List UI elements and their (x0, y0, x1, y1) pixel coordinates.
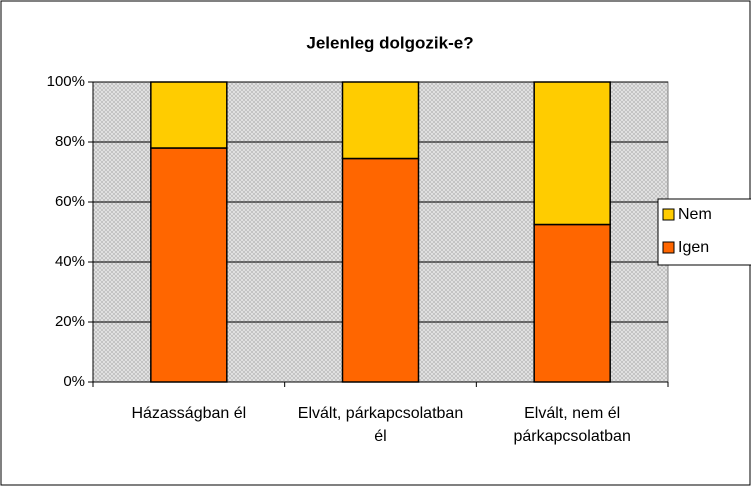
y-tick-label: 100% (47, 73, 85, 90)
legend-swatch (662, 208, 675, 221)
bar-segment (533, 81, 611, 226)
y-tick-label: 20% (55, 313, 85, 330)
legend-label: Igen (678, 239, 709, 256)
x-tick-label: Elvált, párkapcsolatban él (297, 405, 464, 445)
x-tick-label: Elvált, nem él párkapcsolatban (513, 405, 631, 445)
x-tick-label: Házasságban él (131, 405, 247, 422)
y-tick-label: 0% (63, 373, 85, 390)
bar-segment (150, 147, 228, 383)
bar-segment (341, 81, 420, 160)
legend-label: Nem (678, 206, 712, 223)
y-tick-label: 80% (55, 133, 85, 150)
legend-swatch (662, 241, 675, 254)
bar-segment (341, 157, 420, 383)
y-tick-label: 60% (55, 193, 85, 210)
bar-segment (533, 223, 611, 383)
y-tick-label: 40% (55, 253, 85, 270)
chart-title: Jelenleg dolgozik-e? (306, 33, 473, 52)
bar-segment (150, 81, 228, 149)
